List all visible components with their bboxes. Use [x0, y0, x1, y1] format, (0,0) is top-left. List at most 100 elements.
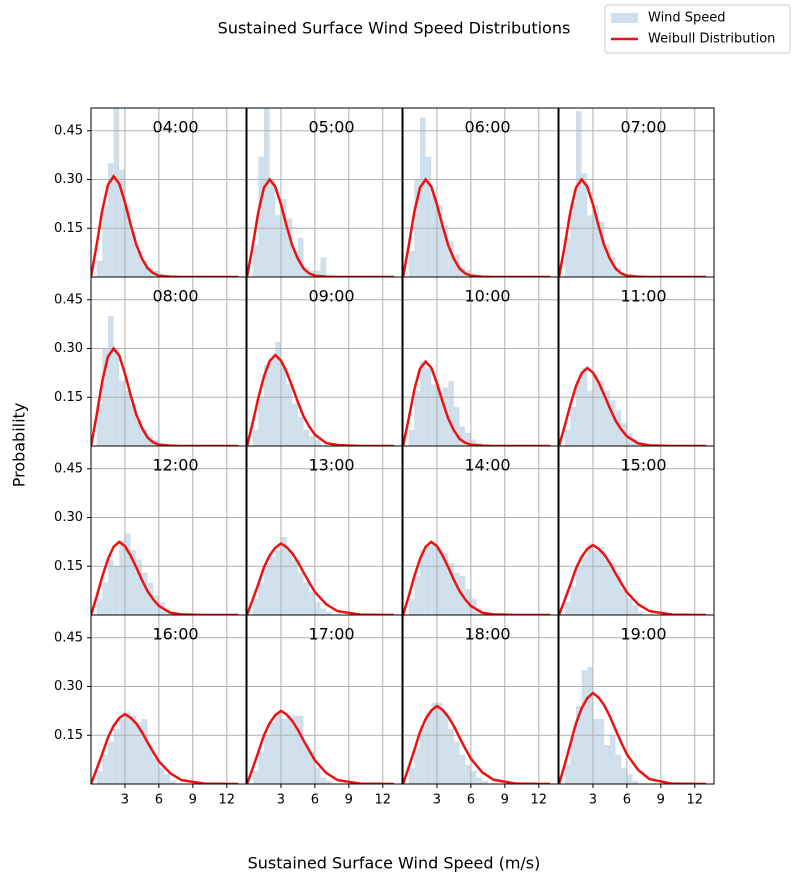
panel-title: 16:00 [152, 625, 198, 644]
hist-bar [252, 244, 259, 277]
hist-bar [292, 715, 298, 784]
hist-bar [604, 390, 610, 446]
hist-bar [286, 550, 293, 615]
hist-bar [252, 771, 259, 784]
hist-bar [408, 251, 415, 277]
hist-bar [570, 585, 576, 615]
hist-bar [581, 173, 588, 277]
hist-bar [419, 550, 426, 615]
hist-bar [581, 368, 588, 446]
panel [559, 277, 714, 446]
weibull-curve [559, 543, 707, 615]
hist-bar [598, 381, 605, 446]
hist-bar [136, 559, 142, 615]
hist-bar [465, 433, 471, 446]
y-tick-label: 0.30 [54, 510, 83, 525]
hist-bar [598, 719, 605, 784]
hist-bar [638, 611, 644, 615]
hist-bar [113, 566, 120, 615]
hist-bar [263, 735, 270, 784]
hist-bar [459, 426, 466, 446]
x-tick-label: 3 [589, 793, 597, 808]
panel [247, 277, 402, 446]
legend-frame [604, 4, 791, 54]
y-tick-label: 0.15 [54, 559, 83, 574]
y-tick-label: 0.45 [54, 292, 83, 307]
hist-bar [564, 764, 571, 784]
hist-bar [119, 381, 125, 446]
hist-bar [124, 390, 131, 446]
hist-bar [626, 598, 633, 615]
hist-bar [269, 722, 276, 784]
hist-bar [286, 218, 293, 277]
x-tick-label: 6 [155, 793, 163, 808]
x-tick-label: 12 [686, 793, 703, 808]
hist-bar [141, 260, 148, 277]
hist-bar [414, 390, 420, 446]
weibull-curve [247, 353, 395, 446]
hist-bar [96, 403, 103, 446]
hist-bar [453, 741, 460, 784]
hist-bar [592, 205, 599, 277]
hist-bar [408, 767, 415, 784]
hist-bar [153, 595, 159, 615]
panel [91, 446, 246, 615]
hist-bar [470, 771, 477, 784]
x-tick-label: 12 [218, 793, 235, 808]
hist-bar [592, 550, 599, 615]
hist-bar [431, 384, 437, 446]
hist-bar [286, 384, 293, 446]
hist-bar [414, 576, 420, 615]
hist-bar [314, 439, 321, 446]
hist-bar [465, 764, 471, 784]
hist-bar [314, 767, 321, 784]
hist-bar [130, 550, 137, 615]
hist-bar [309, 751, 315, 784]
hist-bar [280, 199, 287, 277]
hist-bar [113, 728, 120, 784]
hist-bar [269, 358, 276, 446]
x-axis-label: Sustained Surface Wind Speed (m/s) [248, 854, 541, 873]
hist-bar [320, 257, 327, 277]
panel-title: 09:00 [308, 287, 354, 306]
panel-title: 05:00 [308, 118, 354, 137]
hist-bar [570, 407, 576, 446]
hist-bar [570, 735, 576, 784]
figure-title: Sustained Surface Wind Speed Distributio… [218, 19, 571, 38]
weibull-curve [247, 709, 395, 784]
hist-bar [604, 745, 610, 784]
panel-title: 18:00 [464, 625, 510, 644]
hist-bar [130, 403, 137, 446]
hist-bar [263, 108, 270, 277]
y-tick-label: 0.30 [54, 341, 83, 356]
panel-title: 13:00 [308, 456, 354, 475]
panel [403, 277, 558, 446]
hist-bar [326, 611, 332, 615]
hist-bar [564, 602, 571, 615]
hist-bar [453, 407, 460, 446]
hist-bar [609, 735, 616, 784]
y-tick-label: 0.45 [54, 630, 83, 645]
hist-bar [130, 715, 137, 784]
hist-bar [459, 754, 466, 784]
hist-bar [626, 774, 633, 784]
hist-bar [425, 712, 432, 784]
panel-title: 11:00 [620, 287, 666, 306]
panel-title: 04:00 [152, 118, 198, 137]
y-tick-label: 0.15 [54, 728, 83, 743]
hist-bar [107, 163, 114, 277]
panel [403, 446, 558, 615]
hist-bar [581, 556, 588, 615]
hist-bar [453, 572, 460, 615]
hist-bar [164, 774, 171, 784]
hist-bar [575, 381, 582, 446]
hist-bar [436, 702, 443, 784]
panel-title: 17:00 [308, 625, 354, 644]
hist-bar [286, 715, 293, 784]
hist-bar [587, 215, 593, 277]
hist-bar [275, 712, 281, 784]
hist-bar [587, 667, 593, 784]
hist-bar [431, 702, 437, 784]
hist-bar [609, 257, 616, 277]
